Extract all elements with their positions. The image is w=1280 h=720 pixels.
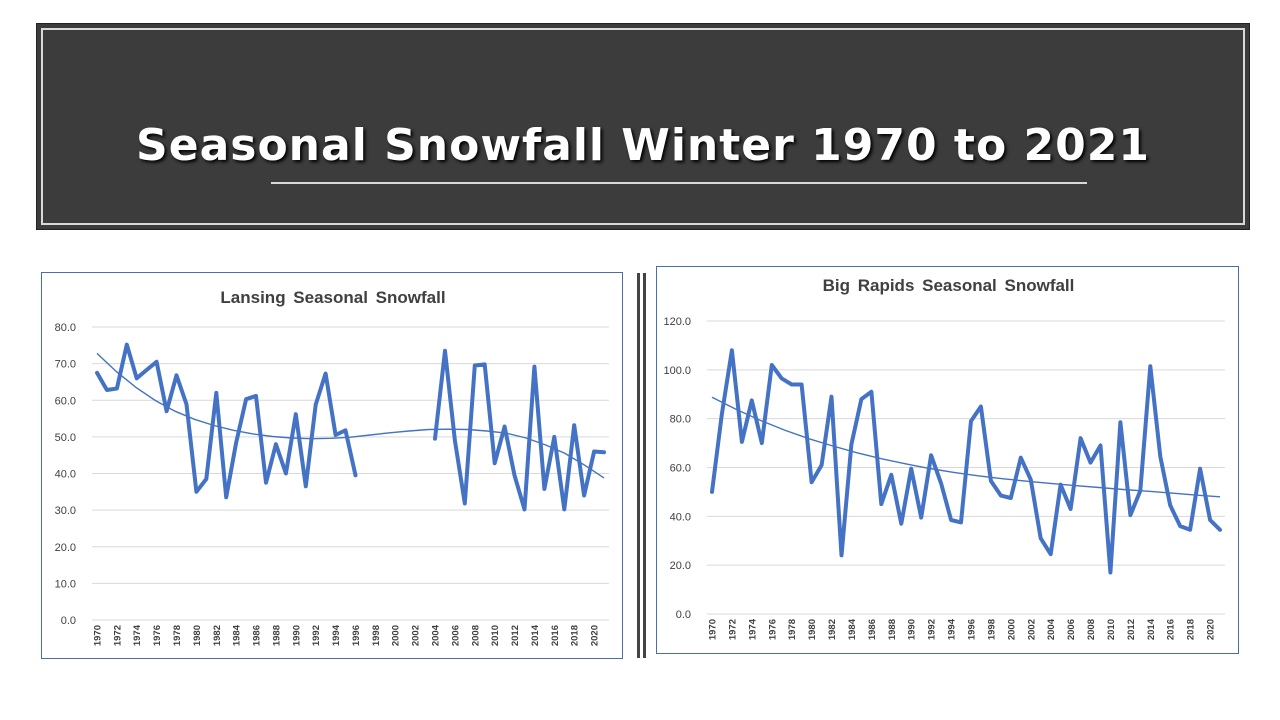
y-tick-label: 80.0	[55, 322, 76, 334]
x-tick-label: 1988	[887, 619, 898, 640]
x-tick-label: 1972	[727, 619, 738, 640]
x-tick-label: 1984	[847, 618, 858, 640]
x-tick-label: 2016	[1166, 619, 1177, 640]
big-rapids-chart-svg: Big Rapids Seasonal Snowfall 0.0 20.0 40.0 6…	[663, 276, 1225, 640]
x-tick-label: 1992	[311, 625, 322, 646]
y-tick-label: 60.0	[670, 463, 691, 475]
x-tick-label: 1990	[291, 625, 302, 646]
banner-title: Seasonal Snowfall Winter 1970 to 2021	[136, 120, 1150, 171]
x-tick-label: 2006	[1066, 619, 1077, 640]
big-rapids-chart: Big Rapids Seasonal Snowfall 0.0 20.0 40.0 6…	[656, 266, 1239, 654]
x-tick-label: 1970	[92, 625, 103, 646]
x-tick-label: 2008	[1086, 619, 1097, 640]
x-tick-label: 2004	[1046, 618, 1057, 640]
x-tick-label: 2012	[1126, 619, 1137, 640]
x-tick-label: 1986	[867, 619, 878, 640]
x-tick-label: 1970	[707, 619, 718, 640]
y-tick-label: 60.0	[55, 395, 76, 407]
x-tick-label: 1978	[787, 619, 798, 640]
x-tick-label: 1998	[371, 625, 382, 646]
x-tick-label: 1994	[331, 624, 342, 646]
x-tick-label: 2018	[1186, 619, 1197, 640]
big-rapids-snowfall-series-line	[710, 348, 1222, 575]
x-tick-label: 2014	[1146, 618, 1157, 640]
title-banner: Seasonal Snowfall Winter 1970 to 2021	[36, 23, 1250, 230]
y-tick-label: 100.0	[663, 365, 691, 377]
x-tick-label: 2010	[490, 625, 501, 646]
x-tick-label: 1986	[252, 625, 263, 646]
banner-frame	[41, 28, 1245, 225]
x-tick-label: 2020	[590, 625, 601, 646]
y-tick-label: 0.0	[676, 609, 691, 621]
x-tick-label: 1982	[212, 625, 223, 646]
x-tick-label: 1974	[132, 624, 143, 646]
x-tick-label: 1996	[966, 619, 977, 640]
x-tick-label: 1972	[112, 625, 123, 646]
x-tick-label: 2016	[550, 625, 561, 646]
x-tick-label: 2008	[470, 625, 481, 646]
lansing-snowfall-series-line	[95, 342, 606, 512]
banner-underline	[271, 182, 1087, 184]
x-tick-label: 2018	[570, 625, 581, 646]
x-tick-label: 2006	[450, 625, 461, 646]
x-tick-label: 1990	[907, 619, 918, 640]
x-tick-label: 1978	[172, 625, 183, 646]
x-tick-label: 1984	[232, 624, 243, 646]
x-tick-label: 1994	[947, 618, 958, 640]
x-tick-label: 1998	[986, 619, 997, 640]
divider-line-right	[643, 273, 646, 658]
x-tick-label: 1980	[192, 625, 203, 646]
x-tick-label: 2020	[1206, 619, 1217, 640]
lansing-chart: Lansing Seasonal Snowfall 0.0 10.0 20.0 30.0…	[41, 272, 623, 659]
x-tick-label: 1996	[351, 625, 362, 646]
big-rapids-chart-title: Big Rapids Seasonal Snowfall	[823, 276, 1075, 295]
y-tick-label: 20.0	[670, 560, 691, 572]
lansing-trendline	[96, 352, 605, 479]
x-tick-label: 1976	[152, 625, 163, 646]
divider-line-left	[637, 273, 640, 658]
x-tick-label: 2004	[431, 624, 442, 646]
y-tick-label: 20.0	[55, 542, 76, 554]
x-tick-label: 2014	[530, 624, 541, 646]
y-tick-label: 10.0	[55, 578, 76, 590]
x-tick-label: 1974	[747, 618, 758, 640]
y-tick-label: 50.0	[55, 432, 76, 444]
x-tick-label: 2002	[1026, 619, 1037, 640]
y-tick-label: 120.0	[663, 316, 691, 328]
y-tick-label: 40.0	[670, 511, 691, 523]
x-tick-label: 1982	[827, 619, 838, 640]
x-tick-label: 2002	[411, 625, 422, 646]
x-tick-label: 2000	[391, 625, 402, 646]
x-tick-label: 2000	[1006, 619, 1017, 640]
lansing-chart-title: Lansing Seasonal Snowfall	[220, 288, 445, 307]
x-tick-label: 2012	[510, 625, 521, 646]
y-tick-label: 0.0	[61, 615, 76, 627]
y-tick-label: 80.0	[670, 414, 691, 426]
x-tick-label: 1976	[767, 619, 778, 640]
x-tick-label: 1992	[927, 619, 938, 640]
x-tick-label: 1988	[271, 625, 282, 646]
x-tick-label: 2010	[1106, 619, 1117, 640]
x-tick-label: 1980	[807, 619, 818, 640]
y-tick-label: 40.0	[55, 469, 76, 481]
y-tick-label: 70.0	[55, 359, 76, 371]
y-tick-label: 30.0	[55, 505, 76, 517]
lansing-chart-svg: Lansing Seasonal Snowfall 0.0 10.0 20.0 30.0…	[55, 288, 609, 646]
